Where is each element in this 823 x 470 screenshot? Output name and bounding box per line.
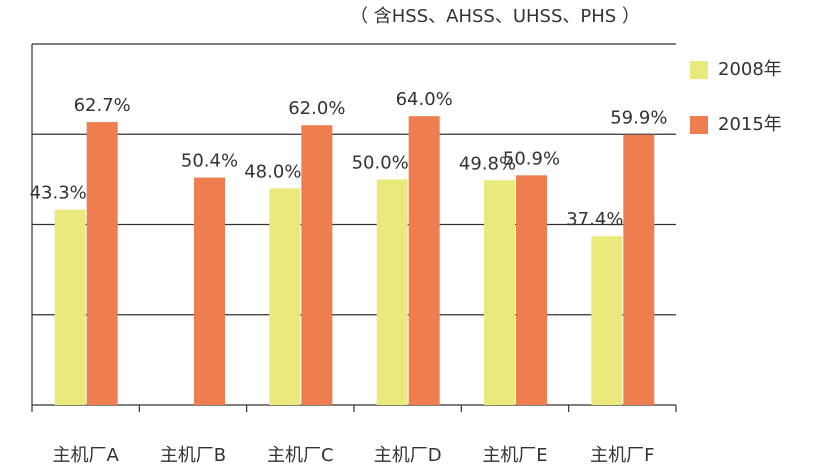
bar [623,134,655,406]
legend-swatch [690,61,708,79]
bar [86,122,118,405]
legend-label: 2008年 [718,59,782,80]
data-label: 50.4% [181,151,238,172]
data-label: 62.0% [288,98,345,119]
data-label: 37.4% [566,209,623,230]
x-tick-label: 主机厂E [482,445,547,466]
data-label: 50.0% [352,152,409,173]
chart-subtitle: （ 含HSS、AHSS、UHSS、PHS ） [350,6,640,27]
bar [269,188,301,405]
x-tick-label: 主机厂C [267,445,334,466]
bar [301,125,333,405]
bar [516,175,547,405]
x-tick-label: 主机厂F [590,445,654,466]
bar [376,179,408,405]
data-label: 64.0% [396,89,453,110]
data-label: 62.7% [74,95,131,116]
data-label: 48.0% [244,161,301,182]
data-label: 49.8% [459,153,516,174]
bar [194,177,225,405]
legend-label: 2015年 [718,114,782,135]
x-tick-label: 主机厂B [160,445,226,466]
data-label: 43.3% [30,183,87,204]
x-tick-label: 主机厂A [53,445,120,466]
bar [408,116,440,405]
bar [591,236,623,405]
legend-swatch [690,116,708,134]
x-tick-label: 主机厂D [374,445,442,466]
data-label: 59.9% [610,108,667,129]
bar [54,209,86,405]
data-label: 50.9% [503,148,560,169]
bar [484,180,515,405]
